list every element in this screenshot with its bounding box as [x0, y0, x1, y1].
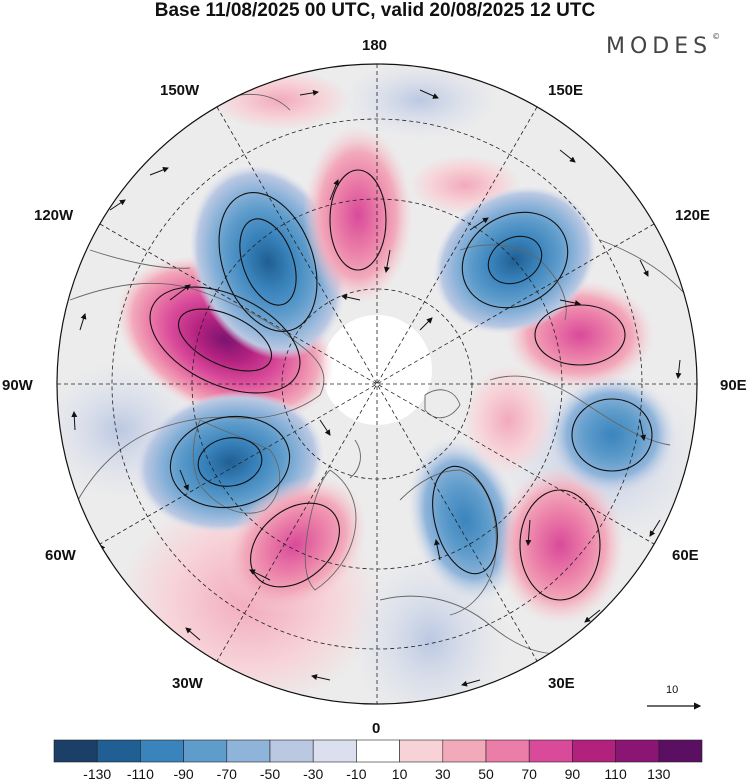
colorbar-tick-label: 90 [564, 766, 581, 782]
polar-cap [322, 315, 432, 425]
colorbar-tick-label: 30 [435, 766, 451, 782]
colorbar-tick-label: -70 [216, 766, 237, 782]
colorbar-swatch [485, 739, 530, 763]
colorbar-swatch [53, 739, 98, 763]
anomaly-pos-chukchi [303, 125, 413, 305]
lon-label-120e: 120E [675, 207, 711, 224]
reference-vector-label: 10 [666, 684, 679, 696]
brand-text: MODES [606, 34, 713, 59]
lon-label-30e: 30E [548, 675, 575, 692]
lon-label-0: 0 [372, 720, 381, 737]
colorbar-tick-label: 130 [647, 766, 671, 782]
modes-logo: MODES© [606, 32, 721, 59]
colorbar-swatch [615, 739, 660, 763]
colorbar-swatch [96, 739, 141, 763]
colorbar-swatch [572, 739, 616, 763]
lon-label-60e: 60E [672, 547, 699, 564]
lon-label-60w: 60W [45, 547, 76, 564]
colorbar-swatch [658, 739, 703, 763]
lon-label-30w: 30W [172, 675, 203, 692]
anomaly-pos-west-siberia [495, 465, 625, 625]
colorbar-swatch [356, 739, 400, 763]
lon-label-90e: 90E [720, 377, 747, 394]
colorbar-tick-label: 70 [521, 766, 537, 782]
anomaly-neg-central-siberia [547, 375, 677, 495]
colorbar-tick-label: -130 [83, 766, 112, 782]
map-field [57, 64, 697, 704]
colorbar-tick-label: -10 [346, 766, 367, 782]
colorbar-swatch [528, 739, 573, 763]
colorbar-swatch [442, 739, 487, 763]
weak-negative-band [340, 64, 500, 140]
colorbar-swatch [183, 739, 228, 763]
colorbar-swatch [140, 739, 184, 763]
graticule [57, 64, 697, 704]
colorbar-swatch [269, 739, 314, 763]
colorbar-tick-label: 110 [604, 766, 627, 782]
lon-label-150e: 150E [548, 82, 584, 99]
colorbar-tick-label: -50 [259, 766, 281, 782]
anomaly-neg-kara [407, 436, 523, 604]
colorbar-tick-label: -110 [126, 766, 154, 782]
colorbar-swatch [399, 739, 444, 763]
lon-label-120w: 120W [34, 207, 74, 224]
lon-label-150w: 150W [160, 82, 200, 99]
anomaly-pos-weak-taymyr [463, 365, 553, 475]
colorbar-tick-label: 50 [478, 766, 494, 782]
colorbar-tick-label: -30 [303, 766, 324, 782]
colorbar [53, 739, 703, 763]
copyright-mark: © [712, 32, 721, 41]
circulation-contours [149, 169, 653, 601]
colorbar-swatch [312, 739, 357, 763]
lon-label-180: 180 [362, 37, 388, 54]
colorbar-tick-label: 10 [391, 766, 408, 782]
lon-label-90w: 90W [2, 377, 33, 394]
map-title: Base 11/08/2025 00 UTC, valid 20/08/2025… [154, 0, 596, 21]
colorbar-tick-label: -90 [173, 766, 194, 782]
colorbar-swatch [226, 739, 271, 763]
map-boundary [56, 63, 698, 705]
